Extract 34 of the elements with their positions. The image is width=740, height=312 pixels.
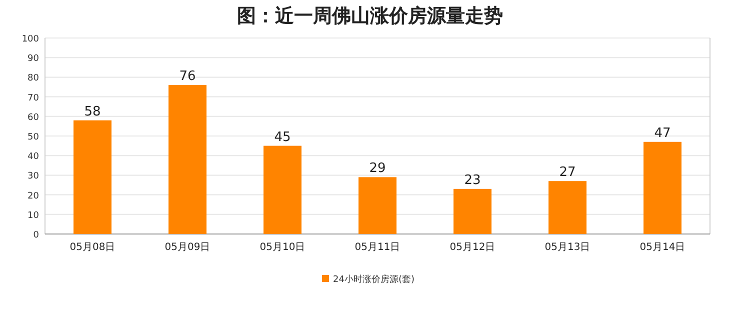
legend-label: 24小时涨价房源(套) <box>333 274 414 285</box>
y-tick-label: 10 <box>28 210 40 221</box>
data-label: 23 <box>464 172 481 188</box>
x-tick-label: 05月14日 <box>640 242 686 253</box>
data-label: 76 <box>179 69 196 84</box>
x-tick-label: 05月08日 <box>70 242 116 253</box>
bar <box>264 146 302 234</box>
data-label: 58 <box>84 104 101 120</box>
data-label: 47 <box>654 126 671 141</box>
bar <box>644 142 682 234</box>
data-label: 29 <box>369 161 386 176</box>
data-label: 27 <box>559 165 576 180</box>
chart-title: 图：近一周佛山涨价房源量走势 <box>237 5 503 27</box>
y-tick-label: 50 <box>28 132 40 142</box>
x-tick-label: 05月09日 <box>164 242 210 253</box>
x-tick-label: 05月13日 <box>544 242 590 253</box>
y-tick-label: 0 <box>33 230 40 240</box>
y-tick-label: 100 <box>22 34 40 44</box>
x-tick-label: 05月11日 <box>354 242 400 253</box>
bar <box>454 188 492 234</box>
bar <box>358 177 396 234</box>
y-tick-label: 90 <box>28 54 40 64</box>
x-tick-label: 05月10日 <box>260 242 306 253</box>
y-tick-label: 80 <box>28 74 40 84</box>
y-tick-label: 40 <box>28 152 40 162</box>
y-tick-label: 60 <box>28 112 40 123</box>
bar <box>548 181 586 234</box>
y-tick-label: 70 <box>28 93 40 104</box>
x-tick-label: 05月12日 <box>450 242 496 253</box>
bar <box>74 120 112 234</box>
y-tick-label: 30 <box>28 172 40 182</box>
y-tick-label: 20 <box>28 191 40 202</box>
data-label: 45 <box>274 130 291 145</box>
bar <box>168 85 206 234</box>
